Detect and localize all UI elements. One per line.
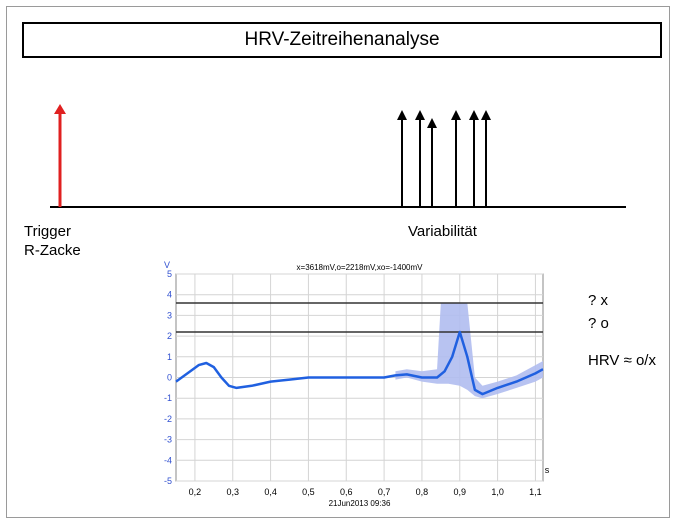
- variability-arrow: [415, 110, 425, 207]
- variability-label: Variabilität: [408, 223, 477, 240]
- trigger-label: Trigger R-Zacke: [24, 222, 81, 260]
- diagram-title: HRV-Zeitreihenanalyse: [22, 22, 662, 58]
- variability-arrow: [451, 110, 461, 207]
- trigger-label-line1: Trigger: [24, 223, 71, 240]
- variability-arrow: [481, 110, 491, 207]
- pulse-diagram: [50, 104, 626, 208]
- trigger-arrow-head: [54, 104, 66, 114]
- variability-arrow: [427, 118, 437, 207]
- variability-arrow: [469, 110, 479, 207]
- variability-arrow: [397, 110, 407, 207]
- side-label-hrv: HRV ≈ o/x: [588, 352, 656, 369]
- trigger-label-line2: R-Zacke: [24, 242, 81, 259]
- side-label-o: ? o: [588, 315, 609, 332]
- side-label-x: ? x: [588, 292, 609, 309]
